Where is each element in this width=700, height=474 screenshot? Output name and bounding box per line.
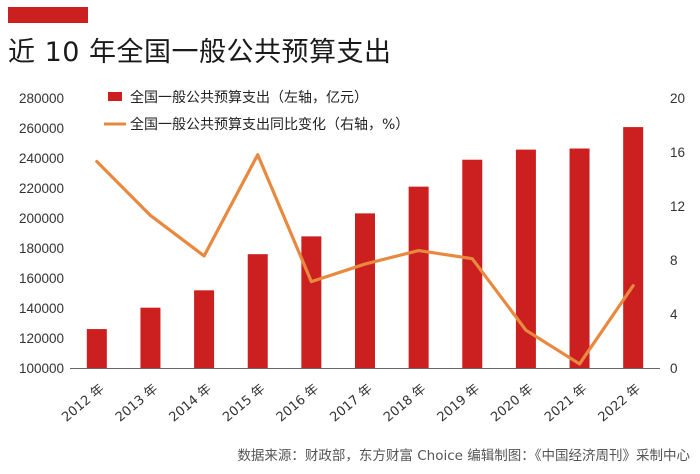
right-tick-label: 4 (670, 307, 678, 322)
bar (355, 213, 375, 368)
x-tick-label: 2012 年 (59, 382, 107, 426)
left-tick-label: 180000 (19, 241, 64, 256)
right-tick-label: 12 (670, 199, 685, 214)
x-tick-label: 2016 年 (274, 382, 322, 426)
left-tick-label: 120000 (19, 331, 64, 346)
bar (140, 307, 161, 368)
left-tick-label: 140000 (19, 301, 64, 316)
x-tick-label: 2020 年 (488, 382, 536, 426)
bar (301, 236, 322, 368)
bar (194, 290, 215, 368)
left-axis-ticks: 100000 120000 140000 160000 180000 200000 2200… (19, 91, 64, 376)
right-tick-label: 16 (670, 145, 685, 160)
x-tick-label: 2014 年 (167, 382, 215, 426)
bar-series (86, 127, 644, 368)
right-axis-ticks: 0 4 8 12 16 20 (670, 91, 685, 376)
legend-label-bar: 全国一般公共预算支出（左轴，亿元） (130, 89, 368, 106)
bar (462, 159, 483, 368)
bar (569, 148, 590, 368)
x-tick-label: 2018 年 (381, 382, 429, 426)
bar (515, 149, 536, 368)
right-tick-label: 20 (670, 91, 685, 106)
left-tick-label: 280000 (19, 91, 64, 106)
x-tick-label: 2015 年 (220, 382, 268, 426)
right-tick-label: 8 (670, 253, 678, 268)
legend: 全国一般公共预算支出（左轴，亿元） 全国一般公共预算支出同比变化（右轴，%） (104, 89, 409, 133)
left-tick-label: 220000 (19, 181, 64, 196)
x-axis-ticks: 2012 年 2013 年 2014 年 2015 年 2016 年 2017 年 2018… (59, 382, 643, 426)
left-tick-label: 100000 (19, 361, 64, 376)
left-tick-label: 240000 (19, 151, 64, 166)
page-title: 近 10 年全国一般公共预算支出 (8, 37, 392, 68)
bar (247, 254, 268, 368)
left-tick-label: 200000 (19, 211, 64, 226)
right-tick-label: 0 (670, 361, 678, 376)
source-note: 数据来源：财政部，东方财富 Choice 编辑制图：《中国经济周刊》采制中心 (237, 448, 690, 464)
bar (408, 186, 429, 368)
line-series (95, 153, 635, 366)
left-tick-label: 260000 (19, 121, 64, 136)
left-tick-label: 160000 (19, 271, 64, 286)
bar (86, 329, 107, 368)
bar (623, 127, 644, 368)
x-tick-label: 2013 年 (113, 382, 161, 426)
x-tick-label: 2019 年 (435, 382, 483, 426)
legend-label-line: 全国一般公共预算支出同比变化（右轴，%） (130, 116, 409, 133)
legend-swatch-bar (108, 92, 122, 101)
title-accent-bar (8, 7, 88, 23)
x-tick-label: 2017 年 (327, 382, 375, 426)
x-tick-label: 2021 年 (542, 382, 590, 426)
x-tick-label: 2022 年 (596, 382, 644, 426)
